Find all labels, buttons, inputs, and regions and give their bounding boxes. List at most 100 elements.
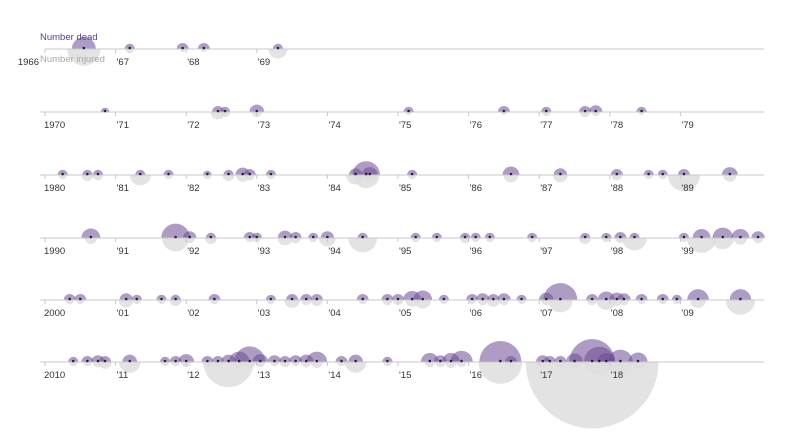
event-dot-1970-7 bbox=[583, 109, 587, 113]
timeline-row-1966: 1966 '67 '68 '69 bbox=[18, 37, 764, 68]
event-dot-2000-16 bbox=[442, 297, 446, 301]
dead-bubble-2000-9 bbox=[300, 294, 313, 300]
injured-bubble-2000-25 bbox=[596, 300, 617, 310]
event-dot-1966-3 bbox=[202, 46, 206, 50]
event-dot-1990-17 bbox=[583, 235, 587, 239]
event-dot-1970-2 bbox=[223, 109, 227, 113]
event-dot-2010-21 bbox=[386, 359, 389, 363]
event-dot-1966-0 bbox=[82, 46, 86, 50]
tick-label-1966-1: '67 bbox=[117, 57, 129, 68]
event-dot-1990-0 bbox=[89, 235, 93, 239]
dead-bubble-1980-20 bbox=[721, 167, 738, 175]
event-dot-2000-29 bbox=[661, 297, 665, 301]
injured-bubble-1980-0 bbox=[58, 175, 67, 180]
dead-bubble-2000-6 bbox=[208, 294, 221, 300]
dead-bubble-1990-22 bbox=[692, 229, 711, 238]
dead-bubble-1970-5 bbox=[497, 106, 510, 112]
event-dot-2000-8 bbox=[290, 297, 294, 301]
event-dot-2000-17 bbox=[470, 297, 474, 301]
event-dot-2000-27 bbox=[622, 297, 626, 301]
event-dot-2010-36 bbox=[636, 359, 640, 363]
event-dot-2010-32 bbox=[590, 359, 594, 363]
event-dot-1990-19 bbox=[619, 235, 622, 239]
injured-bubble-1990-16 bbox=[527, 238, 537, 243]
event-dot-2010-26 bbox=[499, 359, 502, 363]
event-dot-2010-4 bbox=[128, 359, 132, 363]
event-dot-2010-0 bbox=[71, 359, 75, 363]
injured-bubble-2000-11 bbox=[358, 300, 367, 305]
event-dot-2000-6 bbox=[213, 297, 216, 301]
event-dot-1990-25 bbox=[756, 235, 760, 239]
tick-label-1970-1: '71 bbox=[117, 120, 129, 131]
injured-bubble-1980-9 bbox=[266, 175, 276, 180]
injured-bubble-1990-20 bbox=[622, 238, 647, 251]
event-dot-1980-3 bbox=[139, 172, 142, 176]
event-dot-1966-2 bbox=[181, 46, 184, 50]
injured-bubble-1970-2 bbox=[219, 112, 231, 118]
injured-bubble-2010-19 bbox=[337, 362, 346, 367]
dead-bubble-1980-8 bbox=[243, 169, 256, 175]
injured-bubble-2010-4 bbox=[118, 362, 141, 373]
dead-bubble-2000-29 bbox=[656, 294, 669, 300]
dead-bubble-2000-20 bbox=[497, 293, 511, 300]
tick-label-1970-3: '73 bbox=[258, 120, 270, 131]
injured-bubble-1980-5 bbox=[203, 175, 212, 180]
event-dot-1990-9 bbox=[326, 235, 329, 239]
event-dot-2000-30 bbox=[675, 297, 679, 301]
dead-bubble-2010-16 bbox=[288, 355, 303, 362]
dead-bubble-1990-19 bbox=[614, 232, 627, 238]
event-dot-2010-6 bbox=[174, 359, 177, 363]
event-dot-2010-10 bbox=[227, 359, 230, 363]
event-dot-2010-23 bbox=[439, 359, 442, 363]
tick-label-1990-2: '92 bbox=[187, 246, 199, 257]
tick-label-2000-0: 2000 bbox=[44, 308, 65, 319]
tick-label-1990-6: '96 bbox=[470, 246, 482, 257]
tick-label-1980-2: '82 bbox=[187, 183, 199, 194]
event-dot-1980-9 bbox=[269, 172, 273, 176]
tick-label-1990-7: '97 bbox=[540, 246, 552, 257]
tick-label-2010-0: 2010 bbox=[44, 370, 65, 381]
injured-bubble-1980-15 bbox=[553, 175, 568, 183]
event-dot-2010-14 bbox=[273, 359, 276, 363]
tick-label-2010-3: '13 bbox=[258, 370, 270, 381]
injured-bubble-2010-36 bbox=[631, 362, 645, 369]
injured-bubble-1980-1 bbox=[81, 175, 94, 181]
event-dot-2000-28 bbox=[640, 297, 643, 301]
event-dot-2010-34 bbox=[604, 359, 608, 363]
event-dot-2000-5 bbox=[174, 297, 177, 301]
injured-bubble-1990-7 bbox=[290, 238, 301, 244]
dead-bubble-1990-1 bbox=[161, 223, 190, 238]
injured-bubble-1990-15 bbox=[485, 238, 495, 243]
injured-bubble-1990-18 bbox=[602, 238, 611, 243]
dead-bubble-2000-16 bbox=[438, 294, 450, 300]
tick-label-2000-7: '07 bbox=[540, 308, 552, 319]
injured-bubble-2000-12 bbox=[382, 300, 393, 306]
event-dot-1970-1 bbox=[216, 109, 220, 113]
injured-bubble-2010-24 bbox=[444, 362, 457, 368]
event-dot-1970-3 bbox=[255, 109, 259, 113]
dead-bubble-1980-19 bbox=[677, 169, 690, 175]
injured-bubble-2000-23 bbox=[548, 300, 573, 313]
event-dot-2010-31 bbox=[573, 359, 576, 363]
dead-bubble-2000-5 bbox=[170, 294, 181, 300]
event-dot-2010-17 bbox=[304, 359, 308, 363]
injured-bubble-1966-3 bbox=[200, 49, 207, 52]
timeline-row-2000: 2000 '01 '02 '03 '04 '05 '06 '07 '08 '09 bbox=[40, 283, 764, 319]
event-dot-2010-29 bbox=[548, 359, 552, 363]
injured-bubble-1970-8 bbox=[591, 112, 600, 117]
tick-label-2000-5: '05 bbox=[399, 308, 411, 319]
event-dot-1980-15 bbox=[559, 172, 562, 176]
event-dot-2010-28 bbox=[541, 359, 545, 363]
injured-bubble-1980-12 bbox=[363, 175, 377, 182]
event-dot-2000-26 bbox=[615, 297, 619, 301]
tick-label-1970-9: '79 bbox=[681, 120, 693, 131]
timeline-row-1990: 1990 '91 '92 '93 '94 '95 '96 '97 '98 '99 bbox=[40, 223, 765, 257]
dead-bubble-1980-13 bbox=[406, 169, 418, 175]
injured-bubble-1990-24 bbox=[733, 238, 748, 245]
event-dot-1980-0 bbox=[61, 172, 64, 176]
injured-bubble-2000-16 bbox=[439, 300, 449, 305]
injured-bubble-2000-30 bbox=[672, 300, 682, 305]
injured-bubble-2000-10 bbox=[310, 300, 323, 306]
tick-label-1970-8: '78 bbox=[611, 120, 623, 131]
